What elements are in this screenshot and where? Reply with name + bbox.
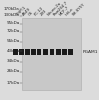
Text: MCF-7: MCF-7 (59, 6, 70, 17)
Text: 34kDa: 34kDa (7, 60, 20, 64)
Bar (37, 49, 41, 55)
Bar (56, 49, 61, 55)
Text: Raw264.7: Raw264.7 (52, 1, 69, 17)
Text: 130kDa: 130kDa (4, 14, 20, 18)
Bar (22, 18, 81, 90)
Bar (68, 49, 73, 55)
Text: 43kDa: 43kDa (7, 48, 20, 52)
Text: 170kDa: 170kDa (4, 6, 20, 10)
Text: 293: 293 (40, 9, 48, 17)
Bar (50, 49, 54, 55)
Text: Neuro-2a: Neuro-2a (46, 1, 62, 17)
Text: SH-SY5Y: SH-SY5Y (71, 3, 86, 17)
Bar (19, 49, 24, 55)
Text: 95kDa: 95kDa (7, 22, 20, 26)
Text: C6: C6 (28, 10, 34, 17)
Text: 72kDa: 72kDa (7, 30, 20, 34)
Text: PGAM1: PGAM1 (82, 50, 98, 54)
Bar (43, 49, 48, 55)
Text: HeLa: HeLa (65, 7, 75, 17)
Text: A549: A549 (22, 7, 32, 17)
Bar (31, 49, 36, 55)
Text: 26kDa: 26kDa (7, 70, 20, 74)
Text: PC-12: PC-12 (34, 6, 45, 17)
Bar (62, 49, 67, 55)
Text: 55kDa: 55kDa (7, 40, 20, 44)
Bar (13, 49, 18, 55)
Bar (25, 49, 30, 55)
Text: THP-1: THP-1 (16, 6, 27, 17)
Text: 17kDa: 17kDa (7, 80, 20, 84)
